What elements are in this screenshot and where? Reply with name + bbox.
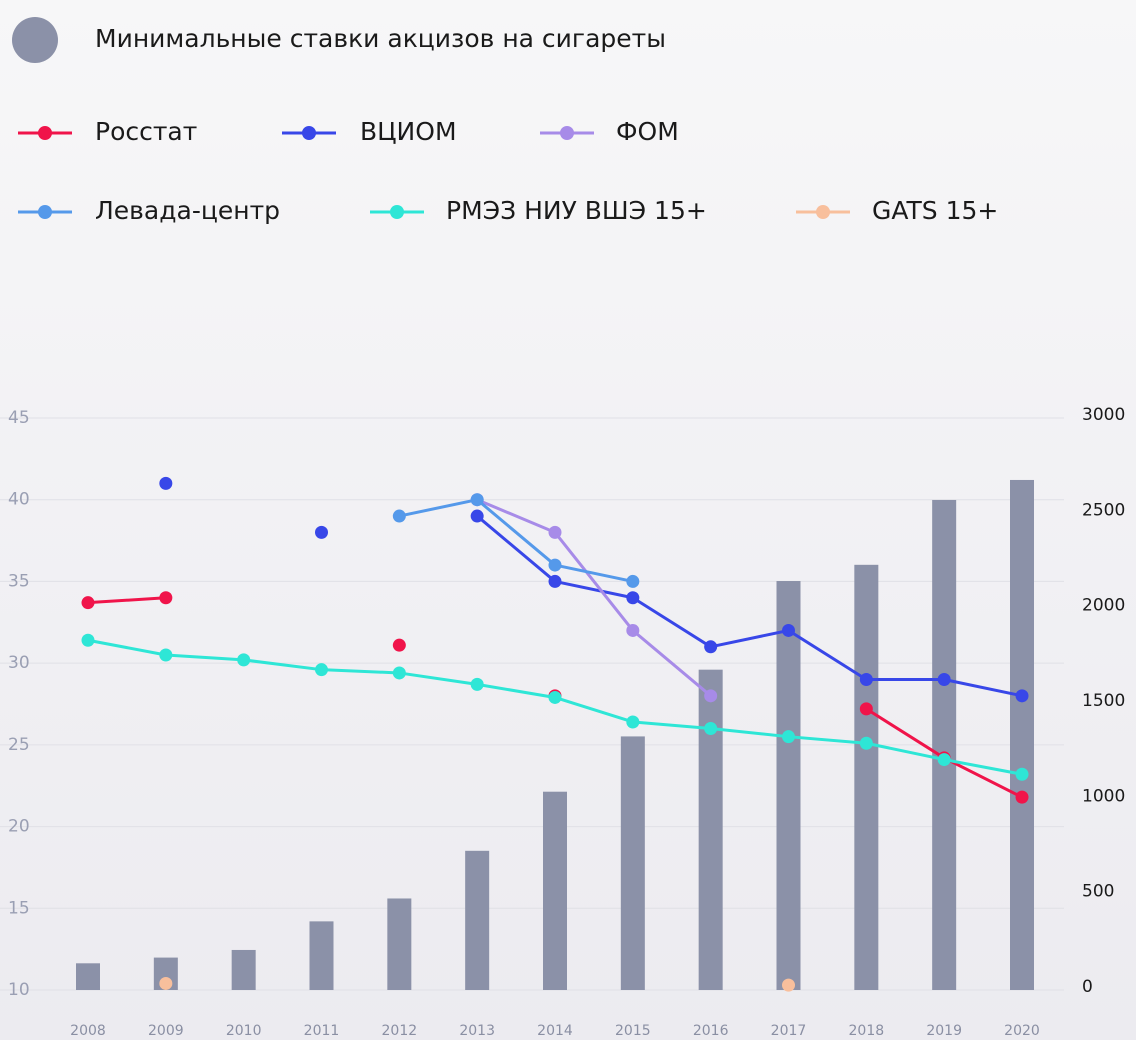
point bbox=[626, 591, 640, 605]
point bbox=[159, 476, 173, 490]
point bbox=[392, 509, 406, 523]
point bbox=[626, 574, 640, 588]
legend-label: Минимальные ставки акцизов на сигареты bbox=[95, 24, 666, 53]
point bbox=[159, 976, 173, 990]
bar bbox=[231, 949, 256, 990]
point bbox=[159, 648, 173, 662]
legend-label: РМЭЗ НИУ ВШЭ 15+ bbox=[446, 196, 707, 225]
bar bbox=[698, 669, 723, 990]
point bbox=[1015, 767, 1029, 781]
bar bbox=[543, 791, 567, 990]
bar bbox=[76, 963, 100, 990]
y-tick-label: 15 bbox=[8, 898, 30, 918]
legend-dot bbox=[38, 205, 52, 219]
bar bbox=[387, 898, 412, 990]
bar bbox=[620, 736, 645, 990]
bar bbox=[1010, 479, 1034, 990]
point bbox=[704, 689, 718, 703]
point bbox=[315, 525, 328, 539]
legend-label: ВЦИОМ bbox=[360, 117, 457, 146]
x-tick-label: 2012 bbox=[382, 1023, 418, 1039]
x-tick-label: 2020 bbox=[1004, 1023, 1040, 1039]
y-tick-label: 45 bbox=[8, 408, 30, 428]
y2-tick-label: 0 bbox=[1082, 977, 1093, 997]
x-tick-label: 2011 bbox=[304, 1023, 340, 1039]
x-tick-label: 2008 bbox=[70, 1023, 106, 1039]
point bbox=[392, 666, 406, 680]
bar bbox=[309, 921, 334, 990]
line bbox=[87, 596, 166, 605]
x-tick-label: 2017 bbox=[771, 1023, 807, 1039]
x-tick-label: 2019 bbox=[926, 1023, 962, 1039]
legend-label: Росстат bbox=[95, 117, 197, 146]
bar bbox=[465, 850, 490, 990]
point bbox=[1015, 689, 1029, 703]
x-tick-label: 2015 bbox=[615, 1023, 651, 1039]
legend-dot bbox=[816, 205, 830, 219]
point bbox=[159, 591, 173, 605]
y2-tick-label: 2000 bbox=[1082, 596, 1125, 616]
x-tick-label: 2016 bbox=[693, 1023, 729, 1039]
legend-label: GATS 15+ bbox=[872, 196, 998, 225]
legend-dot bbox=[560, 126, 574, 140]
legend-dot bbox=[302, 126, 316, 140]
legend-dot bbox=[38, 126, 52, 140]
point bbox=[626, 623, 640, 637]
y-tick-label: 20 bbox=[8, 817, 30, 837]
legend-swatch bbox=[12, 17, 58, 63]
line bbox=[476, 498, 712, 697]
y-tick-label: 40 bbox=[8, 490, 30, 510]
point bbox=[81, 596, 95, 610]
point bbox=[548, 690, 562, 704]
point bbox=[392, 638, 406, 652]
point bbox=[704, 640, 718, 654]
bar bbox=[854, 564, 879, 990]
point bbox=[237, 653, 251, 667]
line bbox=[476, 514, 1023, 698]
point bbox=[470, 493, 484, 507]
x-tick-label: 2018 bbox=[849, 1023, 885, 1039]
point bbox=[937, 753, 951, 767]
y-tick-label: 10 bbox=[8, 980, 30, 1000]
point bbox=[859, 702, 873, 716]
y2-tick-label: 1000 bbox=[1082, 786, 1125, 806]
point bbox=[859, 672, 873, 686]
point bbox=[470, 509, 484, 523]
point bbox=[1015, 790, 1029, 804]
point bbox=[626, 715, 640, 729]
y-tick-label: 30 bbox=[8, 653, 30, 673]
y2-tick-label: 2500 bbox=[1082, 500, 1125, 520]
line bbox=[87, 638, 1023, 776]
x-tick-label: 2014 bbox=[537, 1023, 573, 1039]
bar bbox=[932, 499, 957, 990]
point bbox=[315, 663, 328, 677]
point bbox=[782, 978, 795, 992]
y2-tick-label: 500 bbox=[1082, 882, 1114, 902]
point bbox=[81, 633, 95, 647]
point bbox=[548, 558, 562, 572]
point bbox=[548, 574, 562, 588]
y2-tick-label: 1500 bbox=[1082, 691, 1125, 711]
x-tick-label: 2013 bbox=[459, 1023, 495, 1039]
point bbox=[859, 736, 873, 750]
legend-label: Левада-центр bbox=[95, 196, 280, 225]
x-tick-label: 2009 bbox=[148, 1023, 184, 1039]
legend-dot bbox=[390, 205, 404, 219]
line bbox=[399, 498, 634, 583]
bar bbox=[776, 581, 801, 990]
point bbox=[704, 722, 718, 736]
point bbox=[937, 672, 951, 686]
x-tick-label: 2010 bbox=[226, 1023, 262, 1039]
point bbox=[782, 623, 795, 637]
point bbox=[548, 525, 562, 539]
point bbox=[782, 730, 795, 744]
y-tick-label: 35 bbox=[8, 571, 30, 591]
y2-tick-label: 3000 bbox=[1082, 405, 1125, 425]
y-tick-label: 25 bbox=[8, 735, 30, 755]
point bbox=[470, 677, 484, 691]
legend-label: ФОМ bbox=[616, 117, 679, 146]
